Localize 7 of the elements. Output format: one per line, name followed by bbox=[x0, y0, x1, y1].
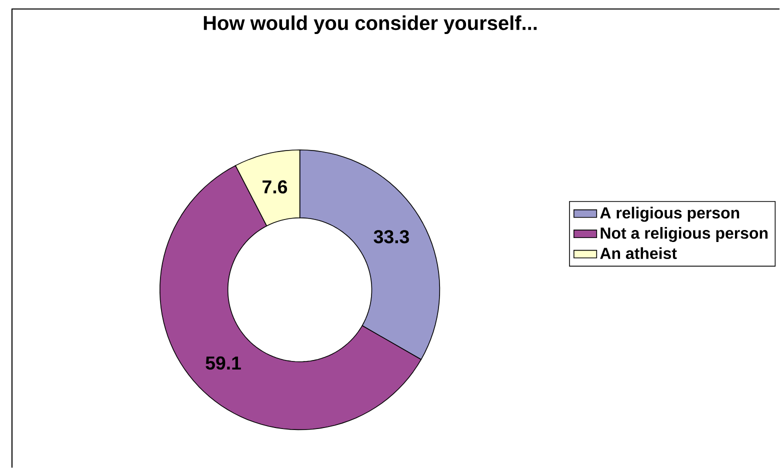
data-label: 59.1 bbox=[206, 356, 241, 370]
legend-label: Not a religious person bbox=[600, 226, 768, 242]
data-label: 7.6 bbox=[262, 180, 288, 194]
chart-title: How would you consider yourself... bbox=[204, 15, 537, 34]
data-label: 33.3 bbox=[374, 230, 409, 244]
legend-label: A religious person bbox=[600, 206, 740, 222]
legend-label: An atheist bbox=[600, 247, 677, 259]
